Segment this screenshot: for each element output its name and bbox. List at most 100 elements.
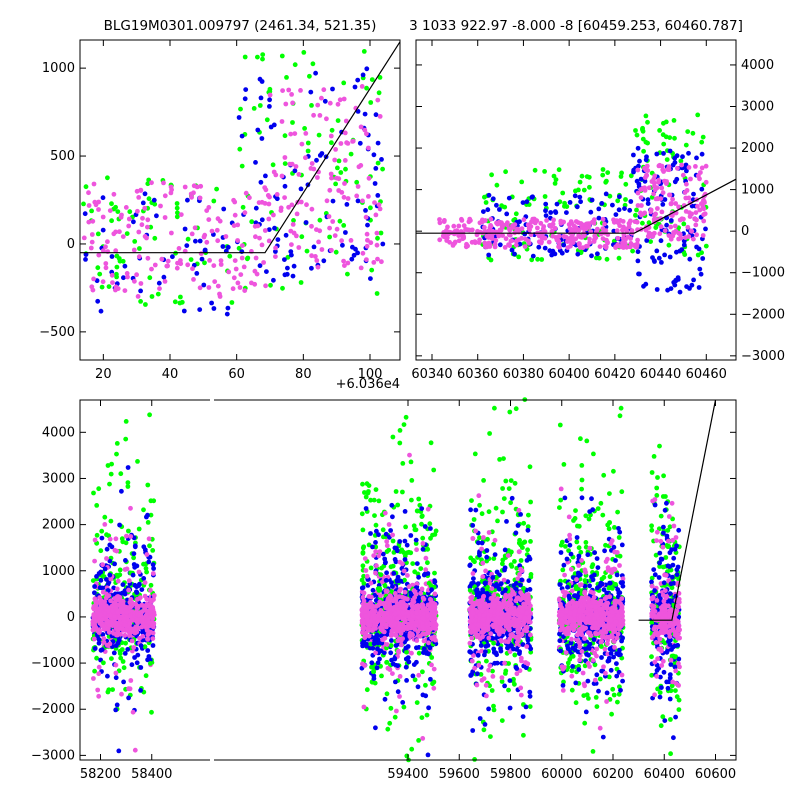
data-point-pink xyxy=(113,248,119,254)
data-point-pink xyxy=(482,225,487,230)
data-point-pink xyxy=(456,223,462,229)
data-point-blue xyxy=(308,89,314,95)
data-point-blue xyxy=(383,578,389,583)
data-point-green xyxy=(387,720,393,726)
data-point-green xyxy=(279,53,285,59)
data-point-pink xyxy=(493,238,499,243)
data-point-blue xyxy=(340,242,345,248)
data-point-green xyxy=(487,431,492,436)
data-point-pink xyxy=(326,214,332,219)
data-point-pink xyxy=(91,625,97,631)
data-point-green xyxy=(378,572,384,578)
data-point-blue xyxy=(193,238,198,244)
data-point-pink xyxy=(256,200,262,206)
data-point-blue xyxy=(432,579,438,585)
data-point-pink xyxy=(650,233,656,239)
data-point-green xyxy=(284,75,289,80)
data-point-pink xyxy=(551,217,556,223)
data-point-pink xyxy=(92,537,98,543)
data-point-green xyxy=(118,471,124,477)
data-point-green xyxy=(282,161,288,167)
y-tick-label: 1000 xyxy=(741,183,774,198)
data-point-blue xyxy=(668,218,674,223)
data-point-pink xyxy=(286,87,292,93)
data-point-pink xyxy=(363,605,369,610)
data-point-blue xyxy=(145,648,151,653)
data-point-blue xyxy=(520,200,526,206)
data-point-blue xyxy=(658,238,664,244)
data-point-pink xyxy=(361,704,367,710)
data-point-green xyxy=(242,54,248,60)
data-point-blue xyxy=(355,250,360,256)
data-point-pink xyxy=(364,231,370,237)
data-point-pink xyxy=(373,604,379,609)
data-point-pink xyxy=(672,223,678,229)
data-point-green xyxy=(471,517,477,522)
data-point-green xyxy=(149,294,155,299)
data-point-green xyxy=(503,169,508,175)
data-point-pink xyxy=(620,240,625,246)
data-point-green xyxy=(516,540,522,546)
data-point-pink xyxy=(623,226,629,232)
data-point-blue xyxy=(264,269,269,274)
data-point-blue xyxy=(98,308,104,314)
data-point-green xyxy=(378,230,384,236)
data-point-blue xyxy=(515,523,521,528)
y-tick-label: 0 xyxy=(67,237,75,252)
data-point-pink xyxy=(273,254,278,259)
data-point-blue xyxy=(393,679,398,685)
data-point-blue xyxy=(400,700,406,705)
data-point-pink xyxy=(253,255,259,261)
data-point-pink xyxy=(456,238,462,244)
data-point-pink xyxy=(366,145,371,151)
data-point-green xyxy=(643,139,649,145)
data-point-blue xyxy=(98,577,104,583)
data-point-pink xyxy=(576,241,582,246)
data-point-blue xyxy=(343,230,348,235)
data-point-blue xyxy=(151,566,157,571)
data-point-blue xyxy=(398,578,404,584)
data-point-green xyxy=(268,282,273,288)
data-point-pink xyxy=(206,217,212,223)
data-point-pink xyxy=(476,493,482,499)
data-point-blue xyxy=(645,201,651,207)
data-point-green xyxy=(508,562,514,568)
data-point-green xyxy=(362,490,367,495)
data-point-pink xyxy=(104,556,109,561)
data-point-green xyxy=(628,173,634,179)
data-point-green xyxy=(360,481,365,487)
y-tick-label: 500 xyxy=(50,149,75,164)
data-point-pink xyxy=(522,244,528,250)
data-point-pink xyxy=(473,528,478,534)
data-point-pink xyxy=(379,622,385,628)
data-point-green xyxy=(131,555,137,561)
data-point-green xyxy=(143,302,148,307)
data-point-blue xyxy=(185,197,190,203)
data-point-pink xyxy=(345,196,351,201)
data-point-pink xyxy=(365,237,370,243)
data-point-pink xyxy=(364,573,370,579)
data-point-pink xyxy=(397,674,403,679)
data-point-green xyxy=(359,511,365,517)
data-point-green xyxy=(666,242,672,248)
data-point-pink xyxy=(518,566,523,572)
data-point-blue xyxy=(610,202,615,208)
data-point-pink xyxy=(504,221,510,227)
data-point-pink xyxy=(394,708,399,714)
data-point-pink xyxy=(638,210,643,216)
data-point-pink xyxy=(675,165,680,171)
data-point-pink xyxy=(327,187,333,193)
data-point-pink xyxy=(332,233,338,239)
data-point-green xyxy=(117,572,123,578)
data-point-green xyxy=(368,100,374,105)
data-point-pink xyxy=(655,196,660,201)
data-point-green xyxy=(579,173,585,179)
data-point-pink xyxy=(215,238,221,244)
data-point-pink xyxy=(526,240,532,246)
data-point-blue xyxy=(255,127,261,133)
data-point-pink xyxy=(232,258,238,263)
data-point-blue xyxy=(134,660,140,666)
data-point-pink xyxy=(211,263,217,268)
data-point-green xyxy=(109,656,114,661)
data-point-blue xyxy=(105,673,110,679)
